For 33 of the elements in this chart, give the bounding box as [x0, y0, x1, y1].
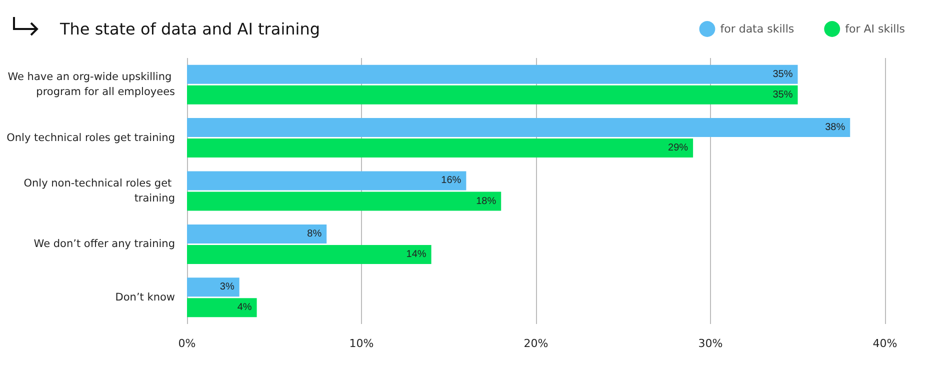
chart-title: The state of data and AI training: [59, 20, 320, 38]
bar: [187, 64, 798, 84]
data-label: 35%: [772, 68, 793, 80]
x-tick-label: 0%: [178, 337, 196, 350]
data-label: 8%: [307, 228, 322, 240]
y-tick-label: We don’t offer any training: [34, 238, 175, 250]
bar: [187, 244, 432, 264]
legend-label: for AI skills: [845, 22, 906, 36]
data-label: 3%: [220, 282, 234, 293]
x-tick-label: 10%: [349, 337, 374, 350]
x-tick-label: 30%: [698, 337, 723, 350]
y-tick-label: Only technical roles get training: [6, 132, 175, 144]
y-tick-label: Don’t know: [115, 291, 176, 304]
bar: [187, 138, 694, 158]
data-label: 38%: [825, 122, 846, 134]
x-tick-label: 20%: [524, 337, 548, 350]
bar: [187, 298, 257, 318]
bar: [187, 192, 502, 211]
data-label: 4%: [237, 302, 252, 314]
y-tick-label: Only non-technical roles get training: [24, 178, 175, 204]
data-label: 18%: [476, 196, 496, 207]
data-label: 29%: [668, 142, 688, 154]
bar: [187, 118, 850, 138]
bar: [187, 85, 798, 104]
y-tick-label: We have an org-wide upskilling program for all employees: [8, 71, 175, 98]
x-tick-label: 40%: [872, 337, 898, 350]
bar: [187, 171, 466, 190]
legend-label: for data skills: [720, 22, 794, 36]
bar: [187, 278, 240, 297]
data-label: 35%: [772, 89, 793, 100]
data-label: 14%: [406, 248, 426, 260]
data-label: 16%: [441, 175, 462, 186]
bar: [187, 224, 327, 244]
